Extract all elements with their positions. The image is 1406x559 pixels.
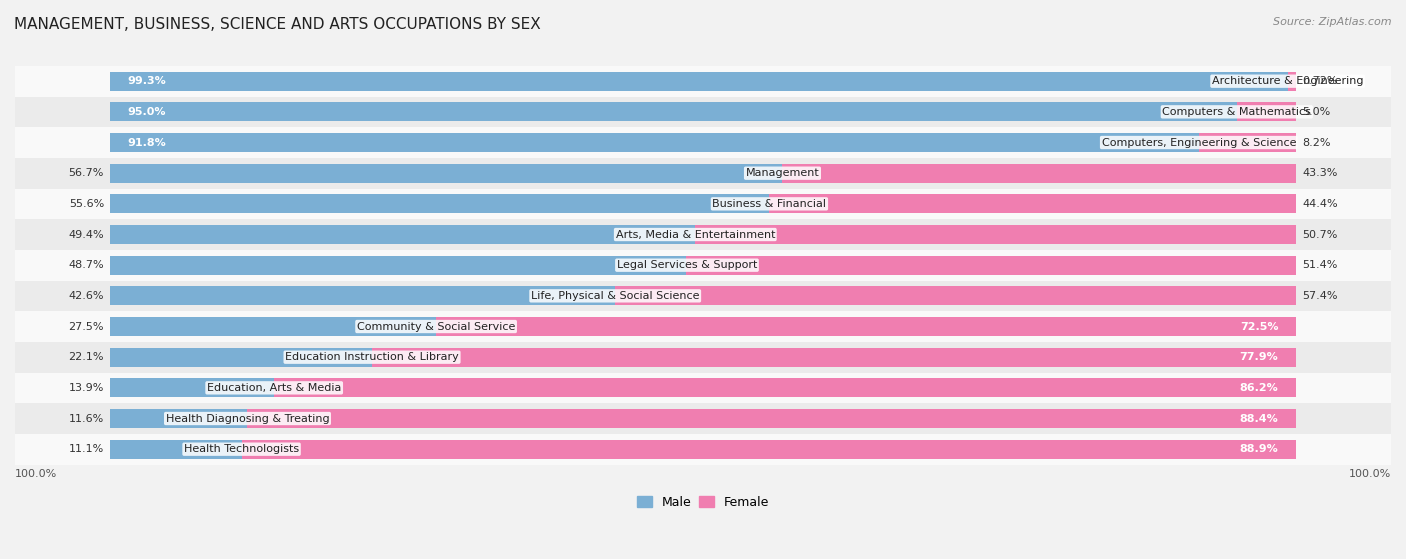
- Text: Community & Social Service: Community & Social Service: [357, 321, 515, 331]
- Bar: [436, 317, 1296, 336]
- Text: 77.9%: 77.9%: [1240, 352, 1278, 362]
- Text: 48.7%: 48.7%: [69, 260, 104, 270]
- Bar: [110, 255, 688, 274]
- Text: Source: ZipAtlas.com: Source: ZipAtlas.com: [1274, 17, 1392, 27]
- Bar: [274, 378, 1296, 397]
- Text: MANAGEMENT, BUSINESS, SCIENCE AND ARTS OCCUPATIONS BY SEX: MANAGEMENT, BUSINESS, SCIENCE AND ARTS O…: [14, 17, 541, 32]
- Text: Business & Financial: Business & Financial: [713, 199, 827, 209]
- Text: 11.6%: 11.6%: [69, 414, 104, 424]
- Text: 5.0%: 5.0%: [1302, 107, 1330, 117]
- Bar: [110, 72, 1288, 91]
- Bar: [242, 440, 1296, 459]
- Bar: [1199, 133, 1296, 152]
- Bar: [15, 127, 1391, 158]
- Text: 86.2%: 86.2%: [1240, 383, 1278, 393]
- Text: Life, Physical & Social Science: Life, Physical & Social Science: [531, 291, 699, 301]
- Text: 100.0%: 100.0%: [15, 469, 58, 479]
- Bar: [15, 434, 1391, 465]
- Bar: [15, 311, 1391, 342]
- Bar: [110, 102, 1237, 121]
- Text: 51.4%: 51.4%: [1302, 260, 1337, 270]
- Bar: [15, 158, 1391, 188]
- Text: 57.4%: 57.4%: [1302, 291, 1337, 301]
- Text: 50.7%: 50.7%: [1302, 230, 1337, 239]
- Bar: [15, 372, 1391, 403]
- Bar: [110, 409, 247, 428]
- Bar: [15, 66, 1391, 97]
- Text: Health Diagnosing & Treating: Health Diagnosing & Treating: [166, 414, 329, 424]
- Bar: [110, 195, 769, 214]
- Text: 49.4%: 49.4%: [69, 230, 104, 239]
- Text: 44.4%: 44.4%: [1302, 199, 1337, 209]
- Text: Arts, Media & Entertainment: Arts, Media & Entertainment: [616, 230, 775, 239]
- Bar: [616, 286, 1296, 305]
- Bar: [110, 164, 783, 183]
- Text: 13.9%: 13.9%: [69, 383, 104, 393]
- Bar: [373, 348, 1296, 367]
- Bar: [695, 225, 1296, 244]
- Text: 99.3%: 99.3%: [128, 76, 166, 86]
- Text: 88.9%: 88.9%: [1240, 444, 1278, 454]
- Bar: [783, 164, 1296, 183]
- Bar: [110, 348, 373, 367]
- Legend: Male, Female: Male, Female: [631, 491, 775, 514]
- Bar: [15, 97, 1391, 127]
- Text: 42.6%: 42.6%: [69, 291, 104, 301]
- Bar: [15, 219, 1391, 250]
- Bar: [247, 409, 1296, 428]
- Text: Management: Management: [745, 168, 820, 178]
- Text: Architecture & Engineering: Architecture & Engineering: [1212, 76, 1364, 86]
- Bar: [110, 317, 436, 336]
- Text: Legal Services & Support: Legal Services & Support: [617, 260, 758, 270]
- Bar: [110, 378, 274, 397]
- Bar: [769, 195, 1296, 214]
- Bar: [15, 188, 1391, 219]
- Text: 88.4%: 88.4%: [1240, 414, 1278, 424]
- Text: Computers & Mathematics: Computers & Mathematics: [1163, 107, 1312, 117]
- Bar: [15, 342, 1391, 372]
- Text: Computers, Engineering & Science: Computers, Engineering & Science: [1101, 138, 1296, 148]
- Bar: [686, 255, 1296, 274]
- Text: 100.0%: 100.0%: [1348, 469, 1391, 479]
- Text: 91.8%: 91.8%: [128, 138, 166, 148]
- Text: 27.5%: 27.5%: [69, 321, 104, 331]
- Bar: [1237, 102, 1296, 121]
- Text: 11.1%: 11.1%: [69, 444, 104, 454]
- Text: 8.2%: 8.2%: [1302, 138, 1330, 148]
- Bar: [15, 281, 1391, 311]
- Text: 95.0%: 95.0%: [128, 107, 166, 117]
- Text: 22.1%: 22.1%: [69, 352, 104, 362]
- Text: Health Technologists: Health Technologists: [184, 444, 299, 454]
- Bar: [15, 250, 1391, 281]
- Text: 55.6%: 55.6%: [69, 199, 104, 209]
- Bar: [1288, 72, 1296, 91]
- Text: 72.5%: 72.5%: [1240, 321, 1278, 331]
- Bar: [110, 286, 616, 305]
- Bar: [15, 403, 1391, 434]
- Text: 43.3%: 43.3%: [1302, 168, 1337, 178]
- Text: 0.72%: 0.72%: [1302, 76, 1337, 86]
- Text: 56.7%: 56.7%: [69, 168, 104, 178]
- Text: Education, Arts & Media: Education, Arts & Media: [207, 383, 342, 393]
- Text: Education Instruction & Library: Education Instruction & Library: [285, 352, 458, 362]
- Bar: [110, 133, 1199, 152]
- Bar: [110, 440, 242, 459]
- Bar: [110, 225, 696, 244]
